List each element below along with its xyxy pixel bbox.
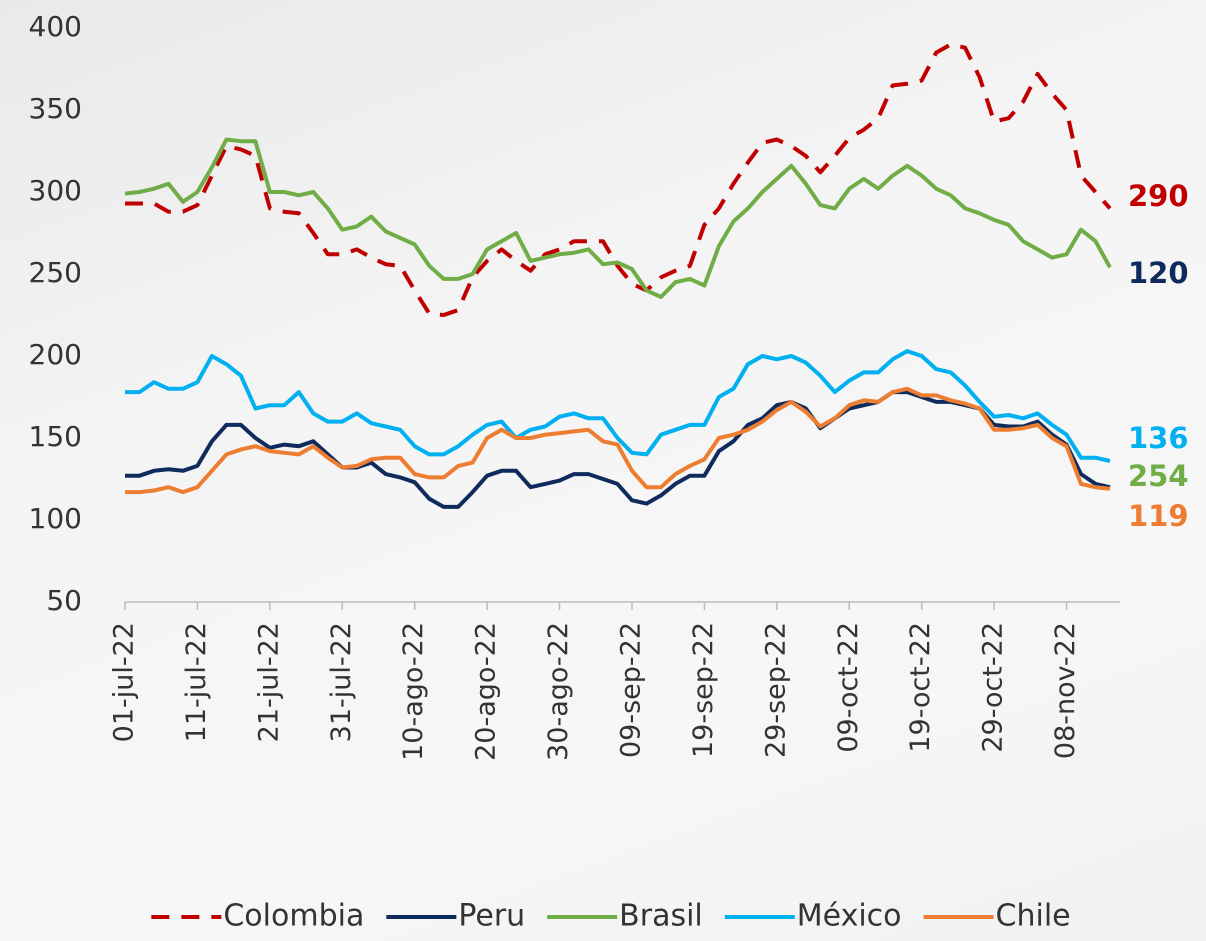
y-tick-label: 250 [29, 256, 82, 289]
y-tick-label: 150 [29, 420, 82, 453]
y-tick-label: 100 [29, 502, 82, 535]
end-label: 290 [1128, 179, 1189, 213]
x-tick-label: 30-ago-22 [543, 622, 574, 761]
legend-label: Brasil [619, 899, 703, 934]
series-line [125, 140, 1110, 298]
x-tick-label: 09-oct-22 [833, 622, 864, 753]
chart: 50 100 150 200 250 300 350 400 01-jul-22 11-jul-2… [0, 0, 1206, 941]
x-tick-label: 01-jul-22 [109, 622, 140, 742]
x-tick-label: 21-jul-22 [253, 622, 284, 742]
x-tick-label: 19-sep-22 [688, 622, 719, 758]
x-tick-label: 11-jul-22 [181, 622, 212, 742]
x-tick-label: 20-ago-22 [471, 622, 502, 761]
x-tick-label: 19-oct-22 [905, 622, 936, 753]
legend-label: Colombia [223, 899, 364, 934]
y-tick-label: 400 [29, 10, 82, 43]
legend-label: Chile [996, 899, 1071, 934]
end-label: 120 [1128, 256, 1189, 290]
x-tick-label: 08-nov-22 [1050, 622, 1081, 759]
end-label: 119 [1128, 499, 1189, 533]
x-tick-label: 10-ago-22 [398, 622, 429, 761]
end-label: 136 [1128, 421, 1189, 455]
series-line [125, 44, 1110, 315]
y-tick-label: 50 [46, 584, 82, 617]
y-tick-label: 200 [29, 338, 82, 371]
legend: Colombia Peru Brasil México Chile [151, 899, 1070, 934]
x-tick-label: 31-jul-22 [326, 622, 357, 742]
legend-label: México [797, 899, 902, 934]
end-label: 254 [1128, 459, 1189, 493]
y-tick-label: 300 [29, 174, 82, 207]
page: 50 100 150 200 250 300 350 400 01-jul-22 11-jul-2… [0, 0, 1206, 941]
x-tick-label: 29-oct-22 [978, 622, 1009, 753]
legend-label: Peru [458, 899, 525, 934]
y-tick-label: 350 [29, 92, 82, 125]
x-tick-label: 29-sep-22 [760, 622, 791, 758]
x-tick-label: 09-sep-22 [615, 622, 646, 758]
